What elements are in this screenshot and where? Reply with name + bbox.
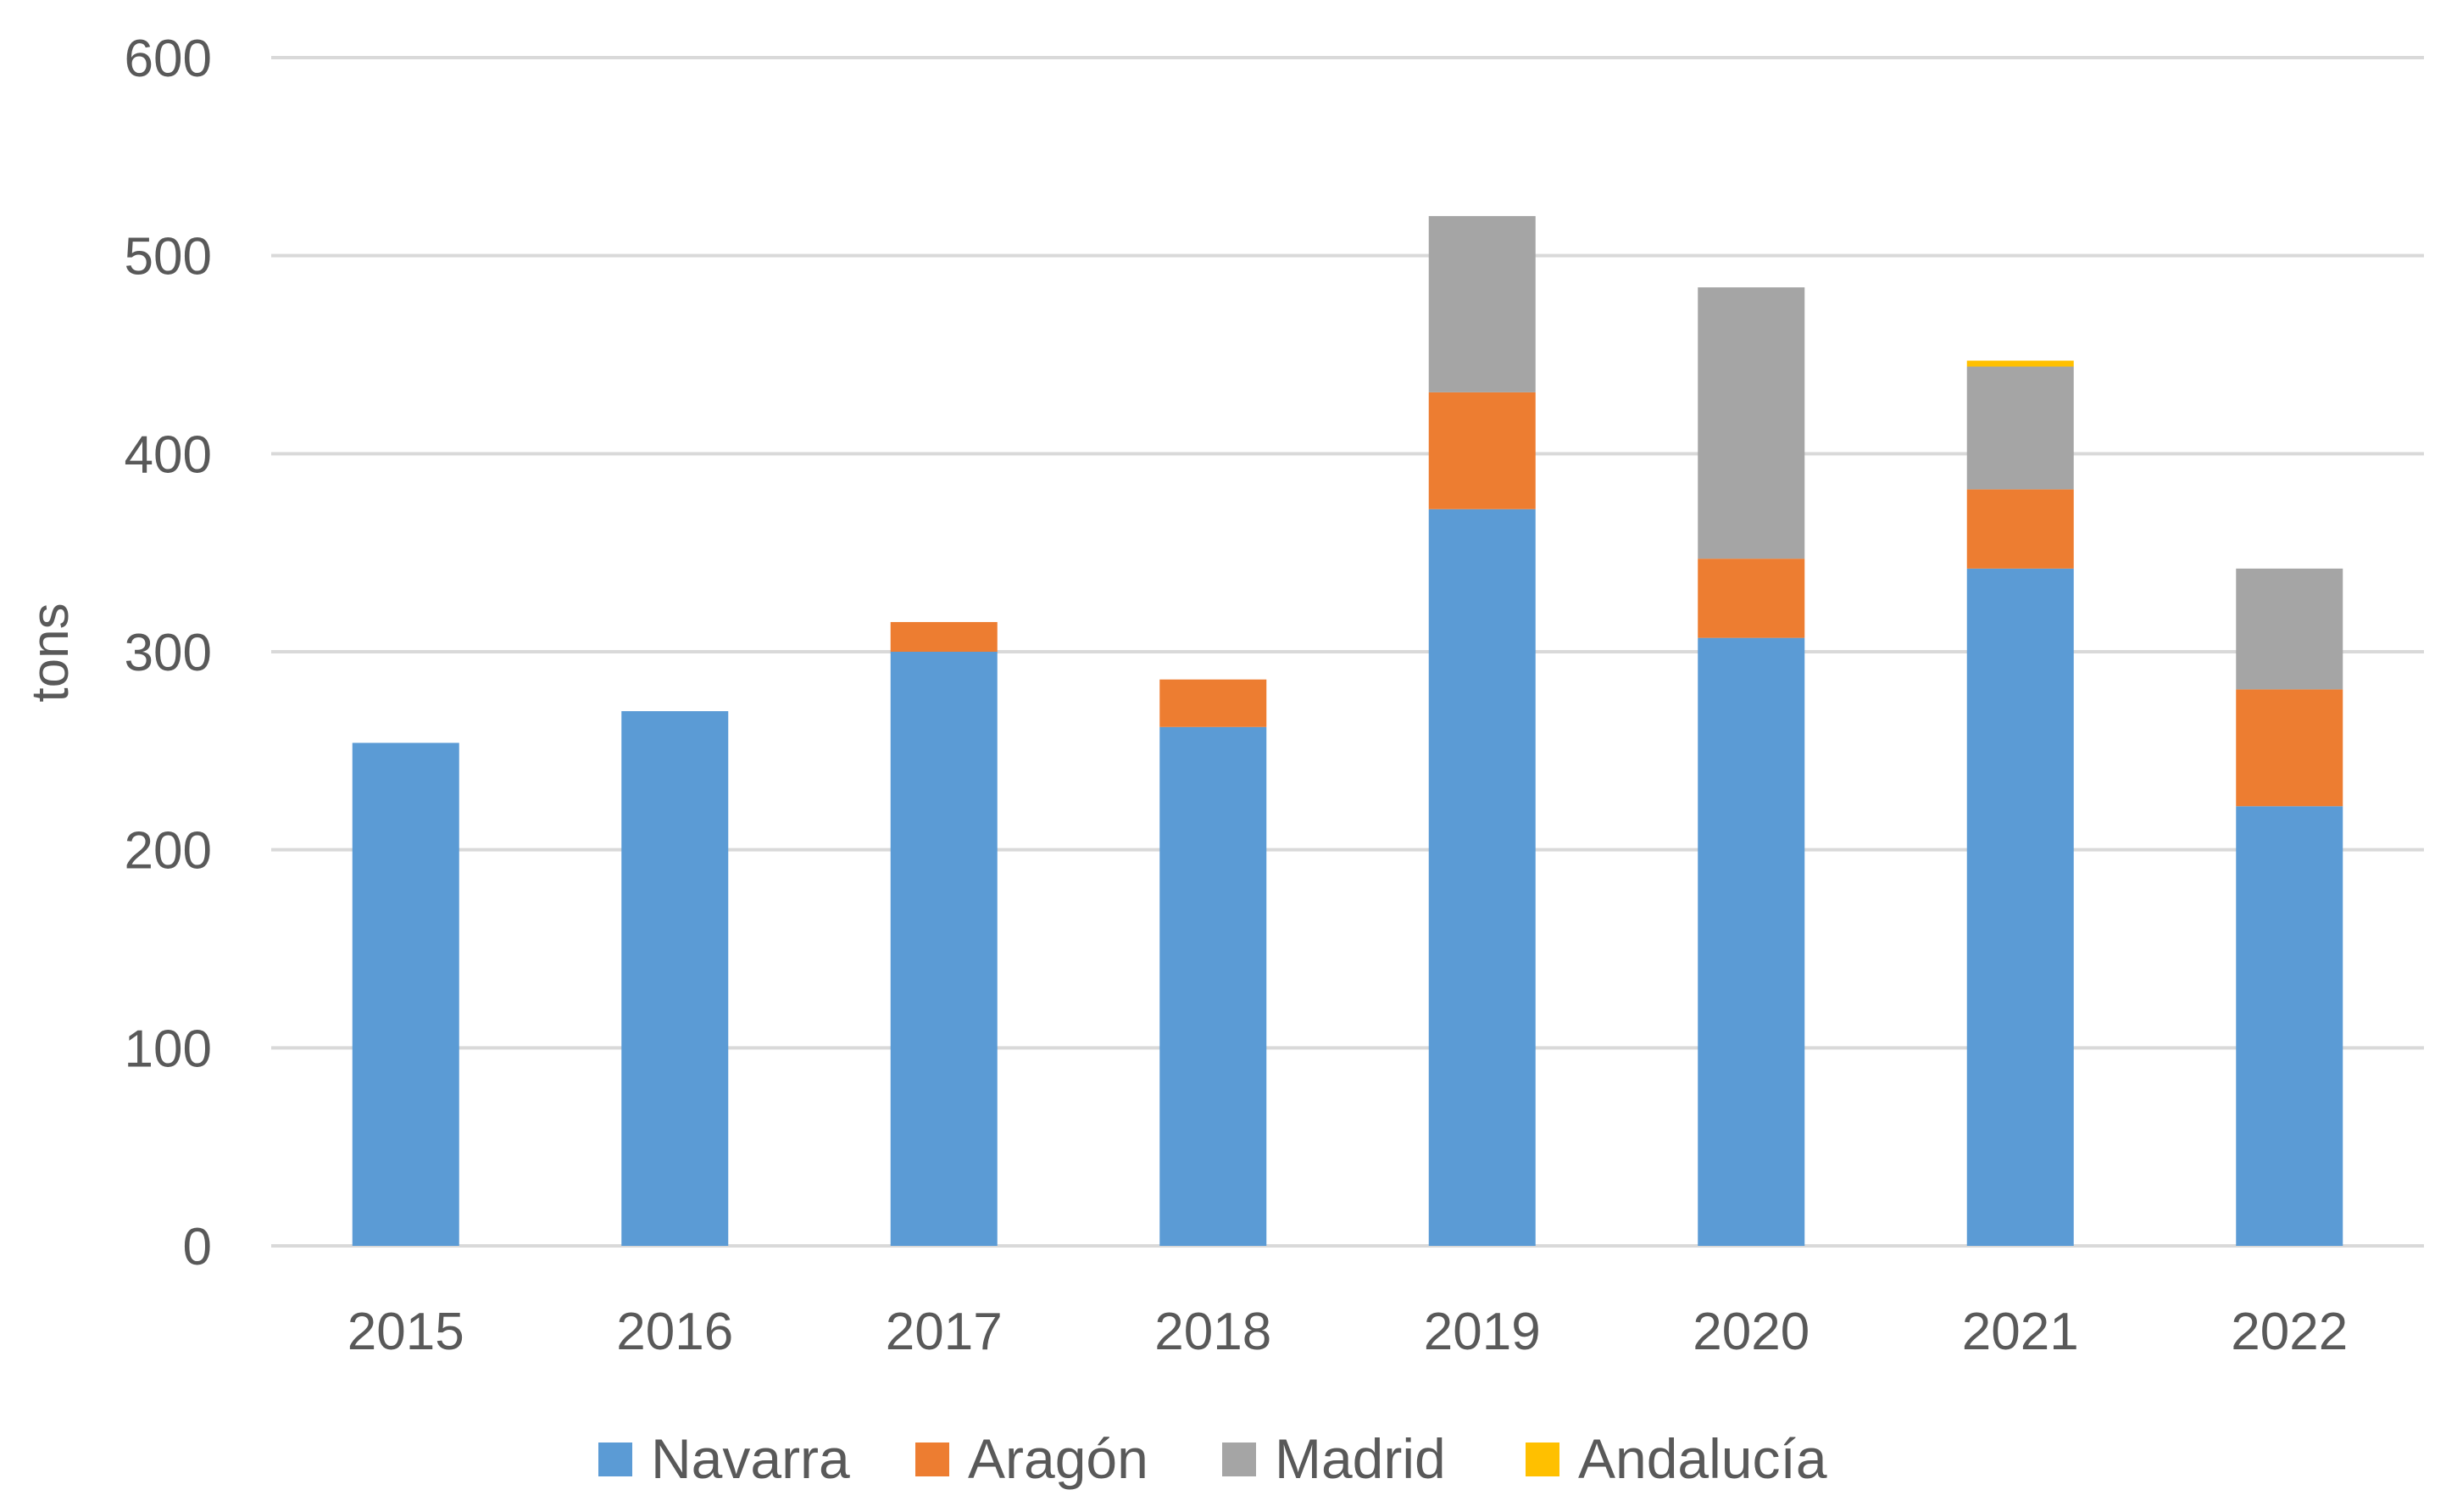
y-tick-label: 200	[125, 822, 212, 881]
bar-navarra-2019	[1428, 509, 1536, 1246]
y-axis-ticks: 0 100 200 300 400 500 600	[125, 30, 212, 1276]
bar-navarra-2020	[1698, 637, 1805, 1246]
x-tick-label-2015: 2015	[347, 1303, 464, 1361]
bar-aragón-2020	[1698, 559, 1805, 638]
bar-madrid-2021	[1966, 366, 2074, 490]
legend: Navarra Aragón Madrid Andalucía	[598, 1427, 1827, 1490]
bar-aragón-2021	[1966, 489, 2074, 569]
y-tick-label: 0	[183, 1218, 212, 1276]
bar-navarra-2017	[890, 652, 998, 1246]
x-tick-label-2020: 2020	[1693, 1303, 1809, 1361]
bar-aragón-2018	[1159, 679, 1267, 727]
x-tick-label-2016: 2016	[616, 1303, 733, 1361]
legend-swatch-madrid	[1222, 1443, 1256, 1476]
gridlines	[271, 56, 2424, 1248]
bar-navarra-2015	[352, 742, 459, 1246]
bar-aragón-2017	[890, 621, 998, 652]
bar-aragón-2019	[1428, 392, 1536, 509]
y-tick-label: 400	[125, 425, 212, 484]
y-axis-label: tons	[21, 603, 80, 702]
bar-navarra-2016	[621, 711, 729, 1246]
legend-label-navarra: Navarra	[651, 1427, 850, 1490]
x-tick-label-2022: 2022	[2231, 1303, 2348, 1361]
bar-madrid-2020	[1698, 287, 1805, 559]
legend-swatch-aragón	[915, 1443, 949, 1476]
legend-label-andalucía: Andalucía	[1578, 1427, 1827, 1490]
bar-andalucía-2021	[1966, 360, 2074, 367]
x-axis-ticks: 2015 2016 2017 2018 2019 2020 2021 2022	[347, 1303, 2348, 1361]
bar-madrid-2019	[1428, 215, 1536, 392]
bars	[352, 215, 2343, 1246]
bar-madrid-2022	[2236, 568, 2343, 690]
legend-label-aragón: Aragón	[968, 1427, 1148, 1490]
x-tick-label-2017: 2017	[886, 1303, 1003, 1361]
legend-swatch-navarra	[598, 1443, 632, 1476]
bar-navarra-2018	[1159, 726, 1267, 1246]
bar-navarra-2021	[1966, 568, 2074, 1246]
y-tick-label: 600	[125, 30, 212, 88]
x-tick-label-2018: 2018	[1154, 1303, 1271, 1361]
bar-navarra-2022	[2236, 806, 2343, 1246]
legend-label-madrid: Madrid	[1275, 1427, 1446, 1490]
legend-swatch-andalucía	[1526, 1443, 1559, 1476]
bar-aragón-2022	[2236, 689, 2343, 807]
x-tick-label-2021: 2021	[1962, 1303, 2079, 1361]
x-tick-label-2019: 2019	[1424, 1303, 1541, 1361]
y-tick-label: 300	[125, 624, 212, 682]
y-tick-label: 100	[125, 1020, 212, 1078]
y-tick-label: 500	[125, 228, 212, 286]
